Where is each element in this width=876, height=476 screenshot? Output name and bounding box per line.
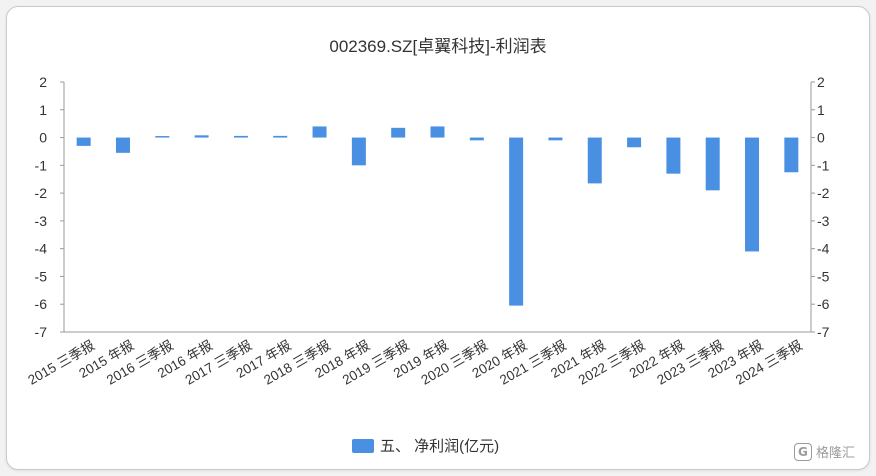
- y-tick-label-right: -4: [817, 241, 830, 257]
- y-tick-label-left: 1: [39, 102, 47, 118]
- legend-swatch: [352, 439, 374, 453]
- y-tick-label-left: -1: [35, 157, 48, 173]
- y-tick-label-left: -7: [35, 324, 48, 340]
- y-tick-label-right: -1: [817, 157, 830, 173]
- bar: [233, 135, 248, 138]
- bar: [273, 135, 288, 138]
- axes: 2 2 1 1 0 0 -1 -1 -2 -2 -3 -3 -4 -4 -5 -5 -6 -6 -7 -7: [35, 74, 830, 340]
- bar: [784, 137, 799, 173]
- y-tick-label-right: -3: [817, 213, 830, 229]
- y-tick-label-right: 1: [817, 102, 825, 118]
- y-tick-label-left: 0: [39, 130, 47, 146]
- y-tick-label-right: -6: [817, 296, 830, 312]
- watermark-text: 格隆汇: [815, 446, 855, 461]
- bar: [115, 137, 130, 153]
- y-tick-label-left: -3: [35, 213, 48, 229]
- bar: [391, 127, 406, 138]
- chart-frame: 002369.SZ[卓翼科技]-利润表 2 2 1 1 0 0 -1 -1 -2 -2 -3 -3 -4…: [6, 6, 870, 470]
- bar: [76, 137, 91, 146]
- y-tick-label-left: -2: [35, 185, 48, 201]
- bar: [194, 135, 209, 138]
- watermark-logo-icon: G: [793, 442, 812, 461]
- legend: 五、 净利润(亿元): [352, 438, 499, 455]
- chart-title: 002369.SZ[卓翼科技]-利润表: [329, 37, 546, 56]
- bar: [705, 137, 720, 191]
- watermark: G 格隆汇: [793, 442, 855, 461]
- bar: [351, 137, 366, 166]
- bar: [509, 137, 524, 306]
- y-tick-label-right: -7: [817, 324, 830, 340]
- bar: [469, 137, 484, 141]
- bar: [666, 137, 681, 174]
- y-tick-label-left: -6: [35, 296, 48, 312]
- bar: [155, 136, 170, 138]
- bar: [627, 137, 642, 148]
- bar: [587, 137, 602, 184]
- y-tick-label-left: -4: [35, 241, 48, 257]
- y-tick-label-right: 2: [817, 74, 825, 90]
- legend-label: 五、 净利润(亿元): [380, 438, 499, 455]
- bar: [430, 126, 445, 138]
- bar: [548, 137, 563, 141]
- bars: [76, 126, 799, 306]
- y-tick-label-left: -5: [35, 268, 48, 284]
- chart-svg: 002369.SZ[卓翼科技]-利润表 2 2 1 1 0 0 -1 -1 -2 -2 -3 -3 -4…: [25, 37, 830, 455]
- bar: [312, 126, 327, 138]
- y-tick-label-right: -5: [817, 268, 830, 284]
- bar: [745, 137, 760, 252]
- y-tick-label-left: 2: [39, 74, 47, 90]
- y-tick-label-right: 0: [817, 130, 825, 146]
- y-tick-label-right: -2: [817, 185, 830, 201]
